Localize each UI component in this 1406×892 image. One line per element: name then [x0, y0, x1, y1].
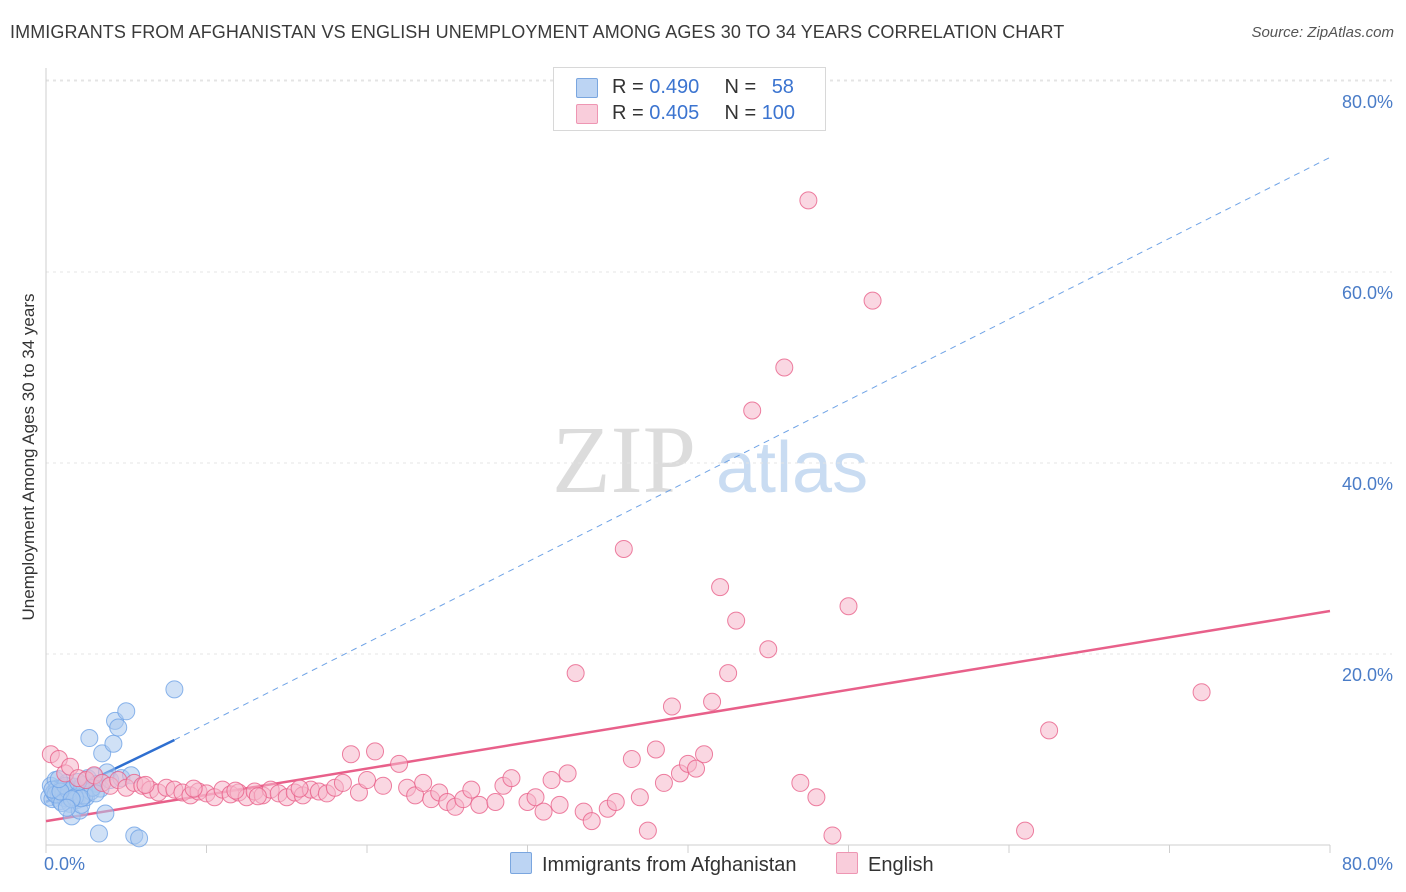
- afghanistan-trend-extension: [174, 156, 1331, 741]
- english-point: [1016, 821, 1035, 840]
- english-point: [719, 664, 738, 683]
- english-point: [630, 788, 649, 807]
- legend-swatch-blue: [576, 78, 598, 98]
- english-point: [823, 826, 842, 845]
- english-point: [534, 802, 553, 821]
- english-point: [414, 773, 433, 792]
- english-point: [566, 664, 585, 683]
- english-point: [1192, 683, 1211, 702]
- english-point: [606, 793, 625, 812]
- english-point: [582, 812, 601, 831]
- y-axis-label: Unemployment Among Ages 30 to 34 years: [19, 294, 38, 621]
- english-point: [558, 764, 577, 783]
- english-point: [550, 795, 569, 814]
- x-tick-label: 80.0%: [1342, 854, 1393, 874]
- english-point: [358, 771, 376, 790]
- watermark-zip: ZIP: [552, 406, 696, 513]
- bottom-legend-label: English: [868, 854, 934, 876]
- english-point: [462, 780, 481, 799]
- source-label: Source: ZipAtlas.com: [1251, 24, 1394, 41]
- english-point: [807, 788, 826, 807]
- english-point: [502, 769, 521, 788]
- english-point: [791, 773, 810, 792]
- y-tick-label: 80.0%: [1342, 92, 1393, 112]
- english-point: [703, 692, 722, 711]
- english-point: [390, 754, 409, 773]
- legend-r-label: R =: [612, 76, 650, 98]
- english-point: [622, 750, 641, 769]
- english-point: [226, 781, 245, 800]
- english-point: [542, 771, 561, 790]
- legend-n-value: 58: [771, 76, 794, 98]
- afghanistan-point: [130, 829, 149, 848]
- english-point: [486, 793, 505, 812]
- english-point: [687, 759, 706, 778]
- y-tick-label: 20.0%: [1342, 665, 1393, 685]
- english-point: [839, 597, 858, 616]
- y-tick-label: 60.0%: [1342, 283, 1393, 303]
- legend-n-label: N =: [724, 76, 762, 98]
- legend-n-value: 100: [761, 102, 796, 124]
- bottom-legend-swatch-blue: [510, 852, 532, 874]
- english-point: [526, 788, 545, 807]
- watermark-atlas: atlas: [716, 428, 868, 508]
- english-point: [614, 539, 633, 558]
- afghanistan-point: [165, 680, 184, 699]
- afghanistan-point: [117, 702, 136, 721]
- english-point: [775, 358, 794, 377]
- english-point: [711, 578, 730, 597]
- english-point: [759, 640, 778, 659]
- legend-r-label: R =: [612, 102, 650, 124]
- english-point: [695, 745, 714, 764]
- english-point: [470, 795, 489, 814]
- english-point: [727, 611, 746, 630]
- legend-r-value: 0.405: [649, 102, 700, 124]
- english-point: [333, 773, 352, 792]
- chart-title: IMMIGRANTS FROM AFGHANISTAN VS ENGLISH U…: [10, 22, 1065, 42]
- legend-swatch-pink: [576, 104, 598, 124]
- afghanistan-point: [57, 798, 76, 817]
- english-point: [743, 401, 762, 420]
- english-point: [1040, 721, 1059, 740]
- english-point: [646, 740, 665, 759]
- english-point: [366, 742, 385, 761]
- legend-n-label: N =: [724, 102, 762, 124]
- english-point: [654, 773, 673, 792]
- english-point: [341, 745, 360, 764]
- legend-r-value: 0.490: [649, 76, 700, 98]
- afghanistan-point: [89, 824, 108, 843]
- correlation-legend: R = 0.490 N = 58 R = 0.405 N = 100: [553, 67, 826, 131]
- english-point: [136, 775, 155, 794]
- afghanistan-point: [80, 729, 99, 748]
- english-point: [799, 191, 818, 210]
- y-tick-label: 40.0%: [1342, 474, 1393, 494]
- x-tick-label: 0.0%: [44, 854, 85, 874]
- afghanistan-point: [104, 734, 123, 753]
- bottom-legend-swatch-pink: [836, 852, 858, 874]
- afghanistan-point: [109, 718, 128, 737]
- english-point: [184, 779, 203, 798]
- english-point: [290, 779, 309, 798]
- english-point: [662, 697, 681, 716]
- english-point: [374, 776, 393, 795]
- english-point: [248, 787, 267, 806]
- afghanistan-point: [96, 804, 115, 823]
- english-point: [638, 821, 657, 840]
- bottom-legend-english: English: [836, 852, 934, 877]
- english-point: [863, 291, 882, 310]
- bottom-legend-label: Immigrants from Afghanistan: [542, 854, 797, 876]
- bottom-legend-afghanistan: Immigrants from Afghanistan: [510, 852, 797, 877]
